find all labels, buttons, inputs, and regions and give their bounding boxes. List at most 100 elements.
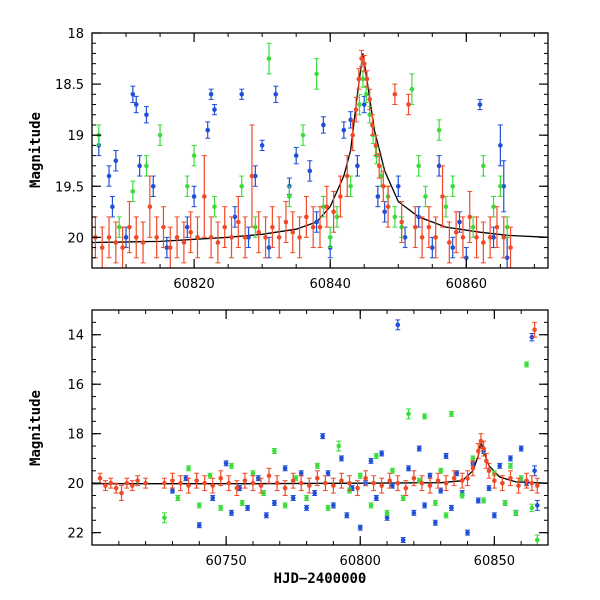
data-point bbox=[364, 76, 370, 82]
data-point bbox=[298, 480, 304, 486]
data-point bbox=[178, 480, 183, 486]
data-point bbox=[140, 240, 146, 245]
data-point bbox=[436, 163, 442, 169]
data-point bbox=[183, 475, 189, 481]
data-point bbox=[516, 483, 521, 488]
data-point bbox=[290, 229, 296, 235]
bottom-panel-data-marks bbox=[92, 319, 548, 545]
data-point bbox=[460, 235, 466, 240]
data-point bbox=[253, 173, 258, 179]
data-point bbox=[504, 255, 510, 261]
data-point bbox=[130, 189, 136, 194]
data-point bbox=[315, 463, 320, 469]
y-tick-label: 14 bbox=[67, 329, 84, 344]
data-point bbox=[429, 245, 435, 250]
data-point bbox=[129, 483, 135, 488]
data-point bbox=[426, 224, 432, 230]
data-point bbox=[438, 488, 444, 493]
data-point bbox=[384, 515, 390, 521]
data-point bbox=[443, 513, 449, 518]
data-point bbox=[261, 490, 266, 496]
green-series bbox=[96, 42, 510, 249]
data-point bbox=[218, 475, 224, 481]
data-point bbox=[205, 127, 211, 133]
data-point bbox=[106, 173, 112, 179]
data-point bbox=[375, 194, 381, 199]
data-point bbox=[353, 107, 359, 112]
data-point bbox=[263, 235, 268, 240]
data-point bbox=[239, 183, 245, 189]
data-point bbox=[317, 224, 323, 230]
data-point bbox=[427, 473, 433, 479]
data-point bbox=[312, 490, 317, 496]
data-point bbox=[124, 480, 130, 486]
data-point bbox=[400, 537, 406, 543]
data-point bbox=[363, 475, 368, 481]
data-point bbox=[331, 483, 336, 488]
data-point bbox=[270, 224, 275, 230]
y-tick-label: 20 bbox=[67, 477, 84, 492]
data-point bbox=[306, 483, 312, 488]
data-point bbox=[508, 245, 513, 250]
x-tick-label: 60750 bbox=[205, 554, 246, 569]
data-point bbox=[108, 480, 114, 486]
data-point bbox=[387, 478, 393, 483]
x-tick-label: 60840 bbox=[310, 277, 351, 292]
data-point bbox=[331, 209, 336, 215]
data-point bbox=[423, 194, 428, 199]
data-point bbox=[196, 503, 202, 508]
data-point bbox=[436, 127, 442, 133]
data-point bbox=[229, 235, 234, 240]
data-point bbox=[282, 485, 288, 491]
data-point bbox=[181, 240, 187, 245]
data-point bbox=[481, 163, 486, 169]
data-point bbox=[390, 468, 395, 474]
data-point bbox=[339, 478, 344, 483]
data-point bbox=[465, 475, 470, 481]
data-point bbox=[113, 485, 119, 491]
data-point bbox=[339, 456, 344, 461]
data-point bbox=[411, 475, 417, 481]
x-tick-label: 60800 bbox=[340, 554, 381, 569]
data-point bbox=[208, 92, 214, 97]
data-point bbox=[403, 485, 409, 491]
data-point bbox=[406, 411, 411, 417]
data-point bbox=[433, 520, 438, 526]
data-point bbox=[321, 204, 326, 209]
data-point bbox=[497, 463, 503, 469]
data-point bbox=[232, 214, 238, 220]
data-point bbox=[367, 112, 372, 118]
data-point bbox=[325, 470, 331, 476]
x-tick-label: 60850 bbox=[474, 554, 515, 569]
data-point bbox=[368, 458, 374, 464]
y-tick-label: 16 bbox=[67, 378, 84, 393]
data-point bbox=[266, 473, 272, 479]
data-point bbox=[464, 255, 469, 261]
red-series bbox=[97, 321, 540, 501]
data-point bbox=[226, 480, 232, 486]
data-point bbox=[370, 122, 375, 128]
data-point bbox=[133, 102, 139, 107]
data-point bbox=[447, 240, 452, 245]
data-point bbox=[97, 475, 103, 481]
data-point bbox=[385, 204, 391, 209]
data-point bbox=[239, 500, 245, 506]
data-point bbox=[406, 102, 411, 107]
data-point bbox=[475, 498, 481, 503]
data-point bbox=[422, 414, 427, 419]
data-point bbox=[196, 522, 202, 528]
data-point bbox=[300, 132, 306, 138]
data-point bbox=[103, 483, 108, 488]
red-series bbox=[92, 49, 514, 268]
data-point bbox=[484, 458, 489, 464]
data-point bbox=[272, 500, 277, 506]
data-point bbox=[449, 411, 454, 417]
data-point bbox=[534, 483, 540, 488]
data-point bbox=[457, 219, 462, 225]
data-point bbox=[304, 495, 309, 501]
data-point bbox=[287, 194, 292, 199]
data-point bbox=[119, 490, 124, 496]
data-point bbox=[390, 483, 395, 488]
data-point bbox=[416, 214, 421, 220]
data-point bbox=[331, 503, 336, 508]
